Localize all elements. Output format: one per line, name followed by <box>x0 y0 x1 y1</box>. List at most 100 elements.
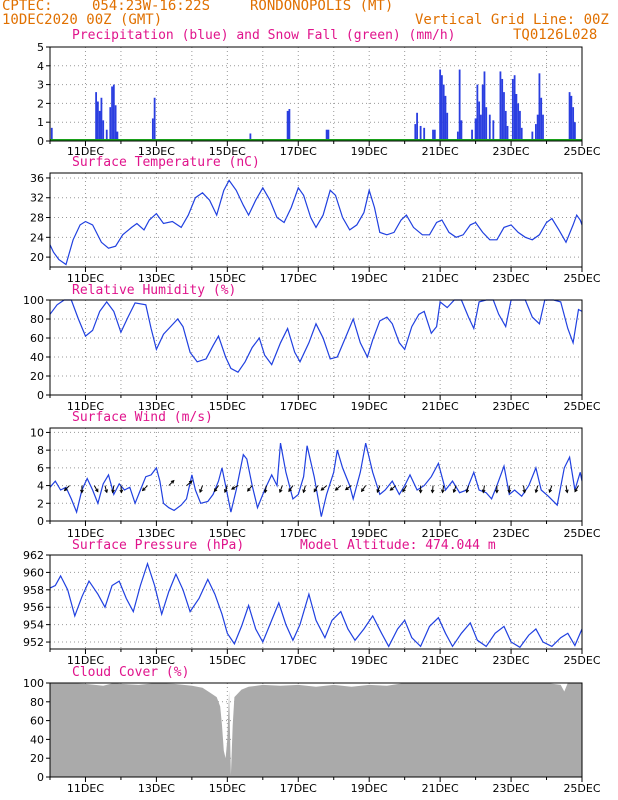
wind-arrow-shaft <box>279 485 283 493</box>
precip-frame <box>49 46 583 142</box>
cloud-title: Cloud Cover (%) <box>72 665 190 680</box>
wind-arrow-shaft <box>224 485 228 493</box>
wind-arrow-head <box>279 489 283 494</box>
pressure-xtick-label: 19DEC <box>351 654 388 667</box>
wind-arrow-shaft <box>168 480 175 486</box>
wind-arrow <box>430 485 435 494</box>
wind-arrow-head <box>441 489 445 494</box>
cloud-panel: 0 20 40 60 80 100 11DEC 13DEC 15DEC 17DEC 19DEC 21D… <box>23 677 601 795</box>
pressure-ytick-label: 962 <box>23 549 44 562</box>
wind-arrow <box>441 485 445 494</box>
precip-bar <box>419 125 422 141</box>
pressure-ytick-label: 954 <box>23 619 44 632</box>
wind-arrow <box>104 485 108 494</box>
precip-xtick-label: 17DEC <box>280 145 317 158</box>
wind-arrow-shaft <box>288 485 294 492</box>
wind-arrow-shaft <box>303 485 306 493</box>
wind-arrow <box>119 485 124 494</box>
precip-xtick-label: 15DEC <box>209 145 246 158</box>
wind-ytick-label: 10 <box>30 426 44 439</box>
temperature-frame <box>49 172 583 268</box>
wind-arrow-head <box>288 488 292 493</box>
humidity-line <box>49 299 583 373</box>
wind-line <box>49 442 583 517</box>
wind-arrow-head <box>430 489 435 494</box>
wind-arrow-head <box>63 487 68 492</box>
wind-arrow-shaft <box>93 485 99 492</box>
precip-bar <box>414 124 417 141</box>
wind-arrow-shaft <box>535 485 539 493</box>
wind-frame <box>49 427 583 522</box>
wind-arrow-shaft <box>231 485 239 490</box>
wind-arrow-shaft <box>441 485 445 493</box>
cloud-frame <box>49 682 583 778</box>
wind-arrow-shaft <box>186 480 193 486</box>
wind-arrow-shaft <box>120 485 123 493</box>
humidity-title: Relative Humidity (%) <box>72 283 237 298</box>
wind-arrow <box>389 485 397 491</box>
wind-arrow-head <box>247 487 251 492</box>
wind-arrow <box>111 485 115 494</box>
precip-bar <box>153 97 156 141</box>
temperature-xtick-label: 13DEC <box>138 272 175 285</box>
precip-bar <box>513 75 516 141</box>
cloud-xtick-label: 13DEC <box>138 782 175 795</box>
wind-arrow <box>494 485 499 494</box>
precip-ytick-label: 4 <box>37 60 44 73</box>
wind-arrow <box>279 485 283 494</box>
precip-bar <box>506 125 509 141</box>
wind-arrow <box>224 485 228 494</box>
wind-arrow-shaft <box>247 485 253 492</box>
precip-bar <box>286 110 289 141</box>
wind-arrow <box>344 485 352 491</box>
precip-bar <box>151 118 154 141</box>
wind-arrow-head <box>574 488 578 493</box>
pressure-line <box>49 561 583 649</box>
precip-bar <box>572 107 575 141</box>
wind-arrow-shaft <box>548 485 553 493</box>
wind-arrow-head <box>402 488 406 493</box>
wind-arrow-head <box>170 479 175 484</box>
wind-arrow-shaft <box>199 485 203 493</box>
precip-bar <box>471 129 473 141</box>
temperature-xtick-label: 17DEC <box>280 272 317 285</box>
precip-bar <box>95 92 98 141</box>
wind-arrow <box>313 485 319 493</box>
precip-bar <box>460 120 463 141</box>
wind-arrow-head <box>565 489 569 494</box>
wind-arrow-shaft <box>431 485 434 493</box>
precip-bar <box>517 103 520 141</box>
wind-arrow-head <box>418 489 423 494</box>
precip-bar <box>570 95 573 141</box>
wind-arrow-head <box>111 489 115 494</box>
wind-arrow-shaft <box>574 485 579 492</box>
wind-arrow-head <box>344 486 349 491</box>
wind-arrow-shaft <box>466 485 469 493</box>
wind-panel: 0 2 4 6 8 10 11DEC 13DEC 15DEC 17DEC 19DEC 21DEC 23D… <box>30 426 601 540</box>
pressure-xtick-label: 17DEC <box>280 654 317 667</box>
wind-arrow-shaft <box>142 485 148 491</box>
pressure-ytick-label: 958 <box>23 584 44 597</box>
wind-arrow-head <box>389 487 394 491</box>
header-source: CPTEC: <box>2 0 53 14</box>
precip-bar <box>109 107 112 141</box>
wind-arrow <box>141 485 148 492</box>
wind-arrow-head <box>119 489 124 494</box>
temperature-ytick-label: 36 <box>30 172 44 185</box>
precip-bar <box>423 127 426 141</box>
humidity-xtick-label: 23DEC <box>493 400 530 413</box>
precip-bar <box>488 114 491 141</box>
cloud-ytick-label: 40 <box>30 733 44 746</box>
temperature-xtick-label: 21DEC <box>422 272 459 285</box>
temperature-xtick-label: 23DEC <box>493 272 530 285</box>
precip-bar <box>439 69 442 141</box>
wind-arrow-shaft <box>264 485 267 493</box>
wind-title: Surface Wind (m/s) <box>72 410 213 425</box>
precip-ytick-label: 3 <box>37 79 44 92</box>
humidity-xtick-label: 19DEC <box>351 400 388 413</box>
precip-bar <box>520 127 523 141</box>
wind-arrow-head <box>376 489 381 494</box>
pressure-panel: 952 954 956 958 960 962 11DEC 13DEC 15DEC 17DEC 19… <box>23 549 601 667</box>
precip-ytick-label: 5 <box>37 41 44 54</box>
